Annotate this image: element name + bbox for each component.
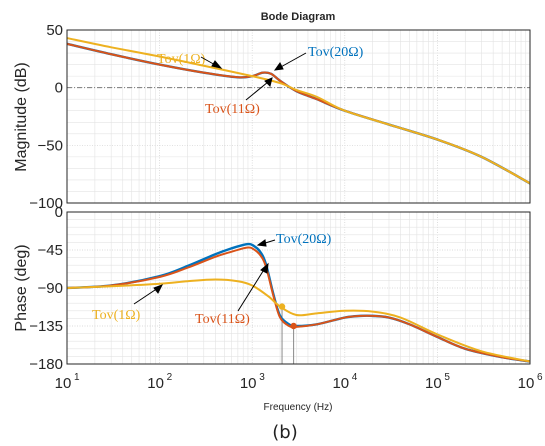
mag-y-tick-label: 0 [55,80,63,97]
annotation-arrows [133,52,307,312]
x-tick-label: 10 [518,375,535,392]
phase-curve-tov11 [66,246,531,363]
chart-title: Bode Diagram [261,11,336,23]
mag-y-tick-label: −50 [38,137,63,154]
magnitude-plot-frame [66,29,531,204]
arrow-mag-tov11 [245,81,269,101]
arrow-head-phase-tov11 [260,262,269,274]
arrow-head-mag-tov20 [273,62,284,71]
x-tick-exponent: 5 [444,372,450,383]
frequency-axis-label: Frequency (Hz) [264,402,333,413]
reference-layer [67,87,530,364]
phase-y-tick-label: −90 [38,280,63,297]
phase-label-tov20: Tov(20Ω) [276,232,332,247]
mag-label-tov1: Tov(1Ω) [157,52,206,67]
phase-y-tick-label: 0 [55,204,63,221]
phase-axis-label: Phase (deg) [13,244,30,331]
marker-layer [278,303,297,330]
mag-label-tov20: Tov(20Ω) [308,45,364,60]
arrow-mag-tov20 [278,52,307,69]
x-tick-exponent: 3 [259,372,265,383]
phase-y-tick-label: −45 [38,242,63,259]
phase-label-tov1: Tov(1Ω) [92,308,141,323]
x-tick-label: 10 [425,375,442,392]
phase-plot-frame [66,211,531,365]
x-tick-exponent: 2 [167,372,173,383]
x-tick-label: 10 [240,375,257,392]
x-tick-label: 10 [147,375,164,392]
phase-y-tick-label: −180 [29,356,63,373]
arrow-head-phase-tov20 [256,239,267,247]
x-tick-label: 10 [55,375,72,392]
phase-marker-1 [278,303,286,310]
figure-caption: (b) [272,422,297,443]
phase-marker-2 [290,322,297,330]
x-tick-exponent: 1 [74,372,80,383]
mag-y-tick-label: 50 [46,22,63,39]
x-tick-exponent: 6 [537,372,543,383]
grid-layer [67,29,530,365]
mag-curve-tov1 [66,37,531,185]
arrow-phase-tov1 [133,287,159,305]
mag-label-tov11: Tov(11Ω) [205,102,260,117]
mag-y-tick-label: −100 [29,195,63,212]
magnitude-axis-label: Magnitude (dB) [13,62,30,171]
series-layer [66,37,531,363]
arrow-head-phase-tov1 [153,284,164,294]
x-tick-label: 10 [332,375,349,392]
phase-label-tov11: Tov(11Ω) [195,312,250,327]
phase-y-tick-label: −135 [29,318,63,335]
arrow-phase-tov11 [237,267,266,312]
x-tick-exponent: 4 [352,372,358,383]
arrow-head-mag-tov1 [211,60,223,69]
arrow-head-mag-tov11 [264,77,273,87]
